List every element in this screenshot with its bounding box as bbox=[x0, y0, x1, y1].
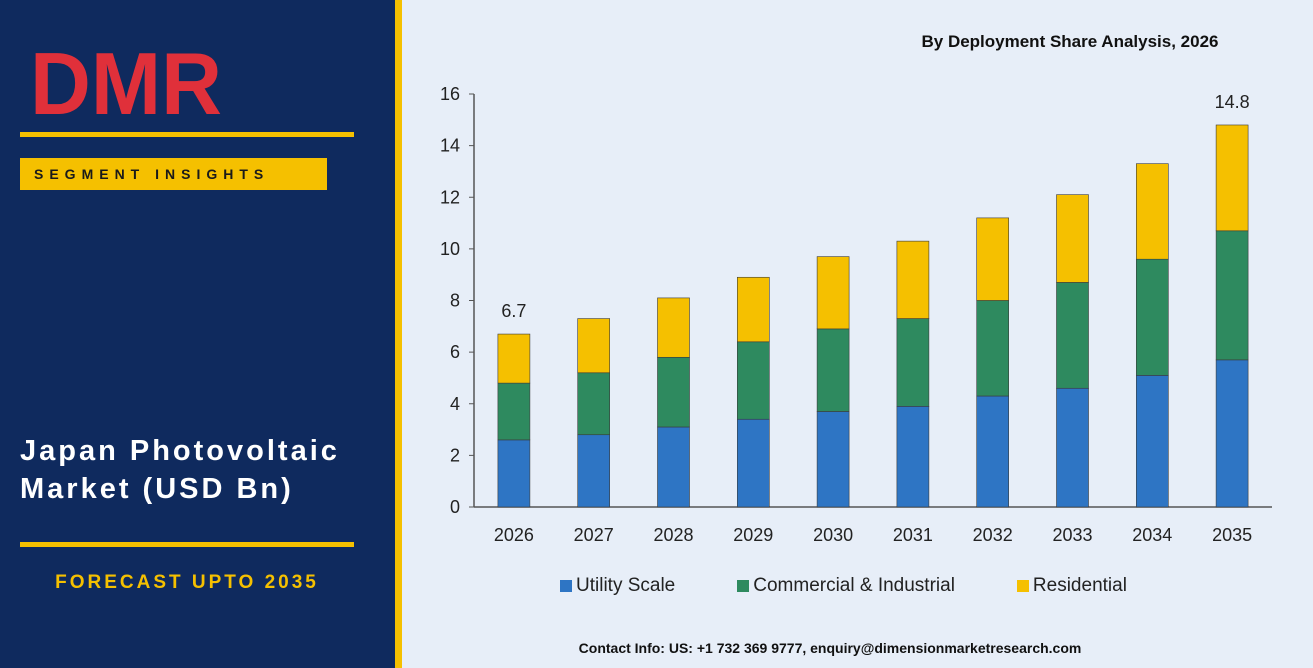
x-tick-label: 2032 bbox=[973, 525, 1013, 545]
bar-segment bbox=[1136, 164, 1168, 260]
title-line-2: Market (USD Bn) bbox=[20, 470, 380, 508]
x-tick-label: 2031 bbox=[893, 525, 933, 545]
panel-divider bbox=[395, 0, 402, 668]
bar-segment bbox=[737, 342, 769, 419]
bar-segment bbox=[1136, 259, 1168, 375]
bar-segment bbox=[1136, 375, 1168, 507]
bar-segment bbox=[1057, 195, 1089, 283]
y-tick-label: 12 bbox=[440, 187, 460, 207]
bar-segment bbox=[658, 357, 690, 427]
bar-segment bbox=[897, 241, 929, 318]
data-label: 14.8 bbox=[1215, 92, 1250, 112]
bar-segment bbox=[658, 427, 690, 507]
bar-segment bbox=[578, 373, 610, 435]
bar-segment bbox=[1216, 125, 1248, 231]
x-tick-label: 2030 bbox=[813, 525, 853, 545]
y-tick-label: 0 bbox=[450, 497, 460, 517]
bar-segment bbox=[658, 298, 690, 357]
bar-segment bbox=[977, 301, 1009, 397]
bar-segment bbox=[578, 319, 610, 373]
bar-segment bbox=[897, 319, 929, 407]
bar-segment bbox=[737, 419, 769, 507]
bar-segment bbox=[817, 411, 849, 507]
legend-swatch bbox=[737, 580, 749, 592]
bar-segment bbox=[977, 218, 1009, 301]
dmr-logo: DMR bbox=[28, 38, 228, 120]
bar-segment bbox=[1216, 360, 1248, 507]
legend-item: Residential bbox=[1017, 575, 1127, 597]
y-tick-label: 10 bbox=[440, 239, 460, 259]
x-tick-label: 2035 bbox=[1212, 525, 1252, 545]
legend-swatch bbox=[560, 580, 572, 592]
bar-segment bbox=[977, 396, 1009, 507]
legend-label: Utility Scale bbox=[576, 575, 675, 597]
segment-badge: SEGMENT INSIGHTS bbox=[20, 158, 327, 190]
legend-label: Residential bbox=[1033, 575, 1127, 597]
bar-segment bbox=[737, 277, 769, 342]
bar-segment bbox=[897, 406, 929, 507]
chart-legend: Utility Scale Commercial & Industrial Resi… bbox=[560, 575, 1127, 597]
y-tick-label: 2 bbox=[450, 445, 460, 465]
legend-item: Utility Scale bbox=[560, 575, 675, 597]
bottom-rule bbox=[20, 542, 354, 547]
bar-segment bbox=[498, 440, 530, 507]
y-tick-label: 16 bbox=[440, 84, 460, 104]
contact-info: Contact Info: US: +1 732 369 9777, enqui… bbox=[420, 640, 1240, 656]
y-tick-label: 14 bbox=[440, 136, 460, 156]
forecast-label: FORECAST UPTO 2035 bbox=[20, 572, 354, 594]
title-line-1: Japan Photovoltaic bbox=[20, 432, 380, 470]
legend-item: Commercial & Industrial bbox=[737, 575, 955, 597]
stacked-bar-chart: 0 2 4 6 8 10 12 14 16 2026 2027 2028 2029 2030 2031 203… bbox=[402, 0, 1313, 668]
y-tick-label: 8 bbox=[450, 291, 460, 311]
bar-segment bbox=[498, 334, 530, 383]
legend-swatch bbox=[1017, 580, 1029, 592]
top-rule bbox=[20, 132, 354, 137]
bar-segment bbox=[817, 329, 849, 412]
x-tick-label: 2029 bbox=[733, 525, 773, 545]
left-panel: DMR SEGMENT INSIGHTS Japan Photovoltaic … bbox=[0, 0, 395, 668]
bar-segment bbox=[817, 257, 849, 329]
bar-segment bbox=[1057, 388, 1089, 507]
y-tick-label: 4 bbox=[450, 394, 460, 414]
x-tick-label: 2034 bbox=[1132, 525, 1172, 545]
y-tick-label: 6 bbox=[450, 342, 460, 362]
x-tick-label: 2027 bbox=[574, 525, 614, 545]
x-tick-label: 2033 bbox=[1052, 525, 1092, 545]
x-tick-label: 2026 bbox=[494, 525, 534, 545]
page-title: Japan Photovoltaic Market (USD Bn) bbox=[20, 432, 380, 508]
x-tick-label: 2028 bbox=[653, 525, 693, 545]
legend-label: Commercial & Industrial bbox=[753, 575, 955, 597]
bar-segment bbox=[1057, 282, 1089, 388]
bar-segment bbox=[498, 383, 530, 440]
svg-text:DMR: DMR bbox=[30, 38, 222, 120]
data-label: 6.7 bbox=[501, 301, 526, 321]
bar-segment bbox=[1216, 231, 1248, 360]
bar-segment bbox=[578, 435, 610, 507]
